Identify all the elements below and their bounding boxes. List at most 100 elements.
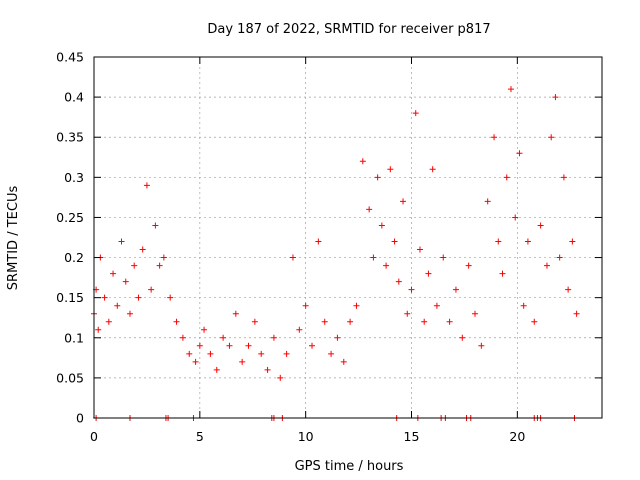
- y-tick-label: 0.3: [64, 170, 84, 185]
- data-point: [391, 238, 398, 245]
- data-point: [152, 222, 159, 229]
- data-point: [131, 262, 138, 269]
- data-point: [270, 334, 277, 341]
- data-point: [556, 254, 563, 261]
- data-point: [251, 318, 258, 325]
- y-tick-label: 0.2: [64, 250, 84, 265]
- data-point: [239, 358, 246, 365]
- data-point: [201, 326, 208, 333]
- x-tick-labels: 0 5 10 15 20: [90, 429, 525, 444]
- y-tick-label: 0.25: [56, 210, 84, 225]
- data-point: [465, 262, 472, 269]
- data-point: [495, 238, 502, 245]
- data-point: [425, 270, 432, 277]
- data-point: [412, 110, 419, 117]
- data-point: [499, 270, 506, 277]
- data-point: [484, 198, 491, 205]
- data-point: [408, 286, 415, 293]
- data-point: [213, 366, 220, 373]
- data-point: [226, 342, 233, 349]
- data-point: [347, 318, 354, 325]
- data-point: [524, 238, 531, 245]
- data-point: [277, 374, 284, 381]
- data-point: [459, 334, 466, 341]
- data-point: [560, 174, 567, 181]
- data-point: [105, 318, 112, 325]
- data-point: [186, 350, 193, 357]
- y-tick-label: 0: [76, 411, 84, 426]
- data-point: [573, 310, 580, 317]
- data-point: [340, 358, 347, 365]
- data-point: [173, 318, 180, 325]
- data-point: [207, 350, 214, 357]
- data-point: [537, 222, 544, 229]
- y-tick-label: 0.05: [56, 370, 84, 385]
- data-point: [383, 262, 390, 269]
- plot-frame: [93, 56, 603, 419]
- x-tick-label: 15: [404, 429, 420, 444]
- axis-ticks: [93, 56, 602, 419]
- data-point: [156, 262, 163, 269]
- y-tick-label: 0.15: [56, 290, 84, 305]
- data-point: [387, 166, 394, 173]
- data-point: [143, 182, 150, 189]
- data-point: [264, 366, 271, 373]
- data-point: [321, 318, 328, 325]
- data-point: [114, 302, 121, 309]
- data-point: [232, 310, 239, 317]
- y-tick-labels: 0 0.05 0.1 0.15 0.2 0.25 0.3 0.35 0.4 0.45: [56, 50, 84, 426]
- data-point: [309, 342, 316, 349]
- data-point: [126, 310, 133, 317]
- data-point: [366, 206, 373, 213]
- data-point: [289, 254, 296, 261]
- data-point: [95, 326, 102, 333]
- data-point: [552, 94, 559, 101]
- data-point: [440, 254, 447, 261]
- data-point: [531, 318, 538, 325]
- data-point: [520, 302, 527, 309]
- x-axis-label: GPS time / hours: [295, 459, 404, 474]
- y-tick-label: 0.1: [64, 330, 84, 345]
- data-point: [543, 262, 550, 269]
- data-point: [334, 334, 341, 341]
- data-point: [220, 334, 227, 341]
- data-point: [491, 134, 498, 141]
- y-tick-label: 0.4: [64, 90, 84, 105]
- data-point: [179, 334, 186, 341]
- data-point: [516, 150, 523, 157]
- data-point: [472, 310, 478, 317]
- data-point: [296, 326, 303, 333]
- data-point: [404, 310, 411, 317]
- y-tick-label: 0.45: [56, 50, 84, 65]
- data-point: [478, 342, 485, 349]
- data-point: [446, 318, 453, 325]
- x-tick-label: 5: [196, 429, 204, 444]
- data-point: [122, 278, 129, 285]
- data-point: [315, 238, 322, 245]
- data-point: [110, 270, 117, 277]
- data-point: [395, 278, 402, 285]
- y-tick-label: 0.35: [56, 130, 84, 145]
- data-point: [148, 286, 155, 293]
- x-tick-label: 20: [509, 429, 525, 444]
- data-point: [452, 286, 459, 293]
- data-point: [429, 166, 436, 173]
- data-point: [548, 134, 555, 141]
- data-point: [507, 86, 514, 93]
- data-point: [353, 302, 360, 309]
- x-tick-label: 0: [90, 429, 98, 444]
- data-point: [118, 238, 125, 245]
- data-point: [139, 246, 146, 253]
- y-axis-label: SRMTID / TECUs: [6, 186, 21, 291]
- data-point: [370, 254, 377, 261]
- data-point: [245, 342, 252, 349]
- data-point: [374, 174, 381, 181]
- data-point: [192, 358, 199, 365]
- data-point: [416, 246, 423, 253]
- data-point: [283, 350, 290, 357]
- data-point: [512, 214, 519, 221]
- data-point: [400, 198, 407, 205]
- x-tick-label: 10: [298, 429, 314, 444]
- data-point: [359, 158, 366, 165]
